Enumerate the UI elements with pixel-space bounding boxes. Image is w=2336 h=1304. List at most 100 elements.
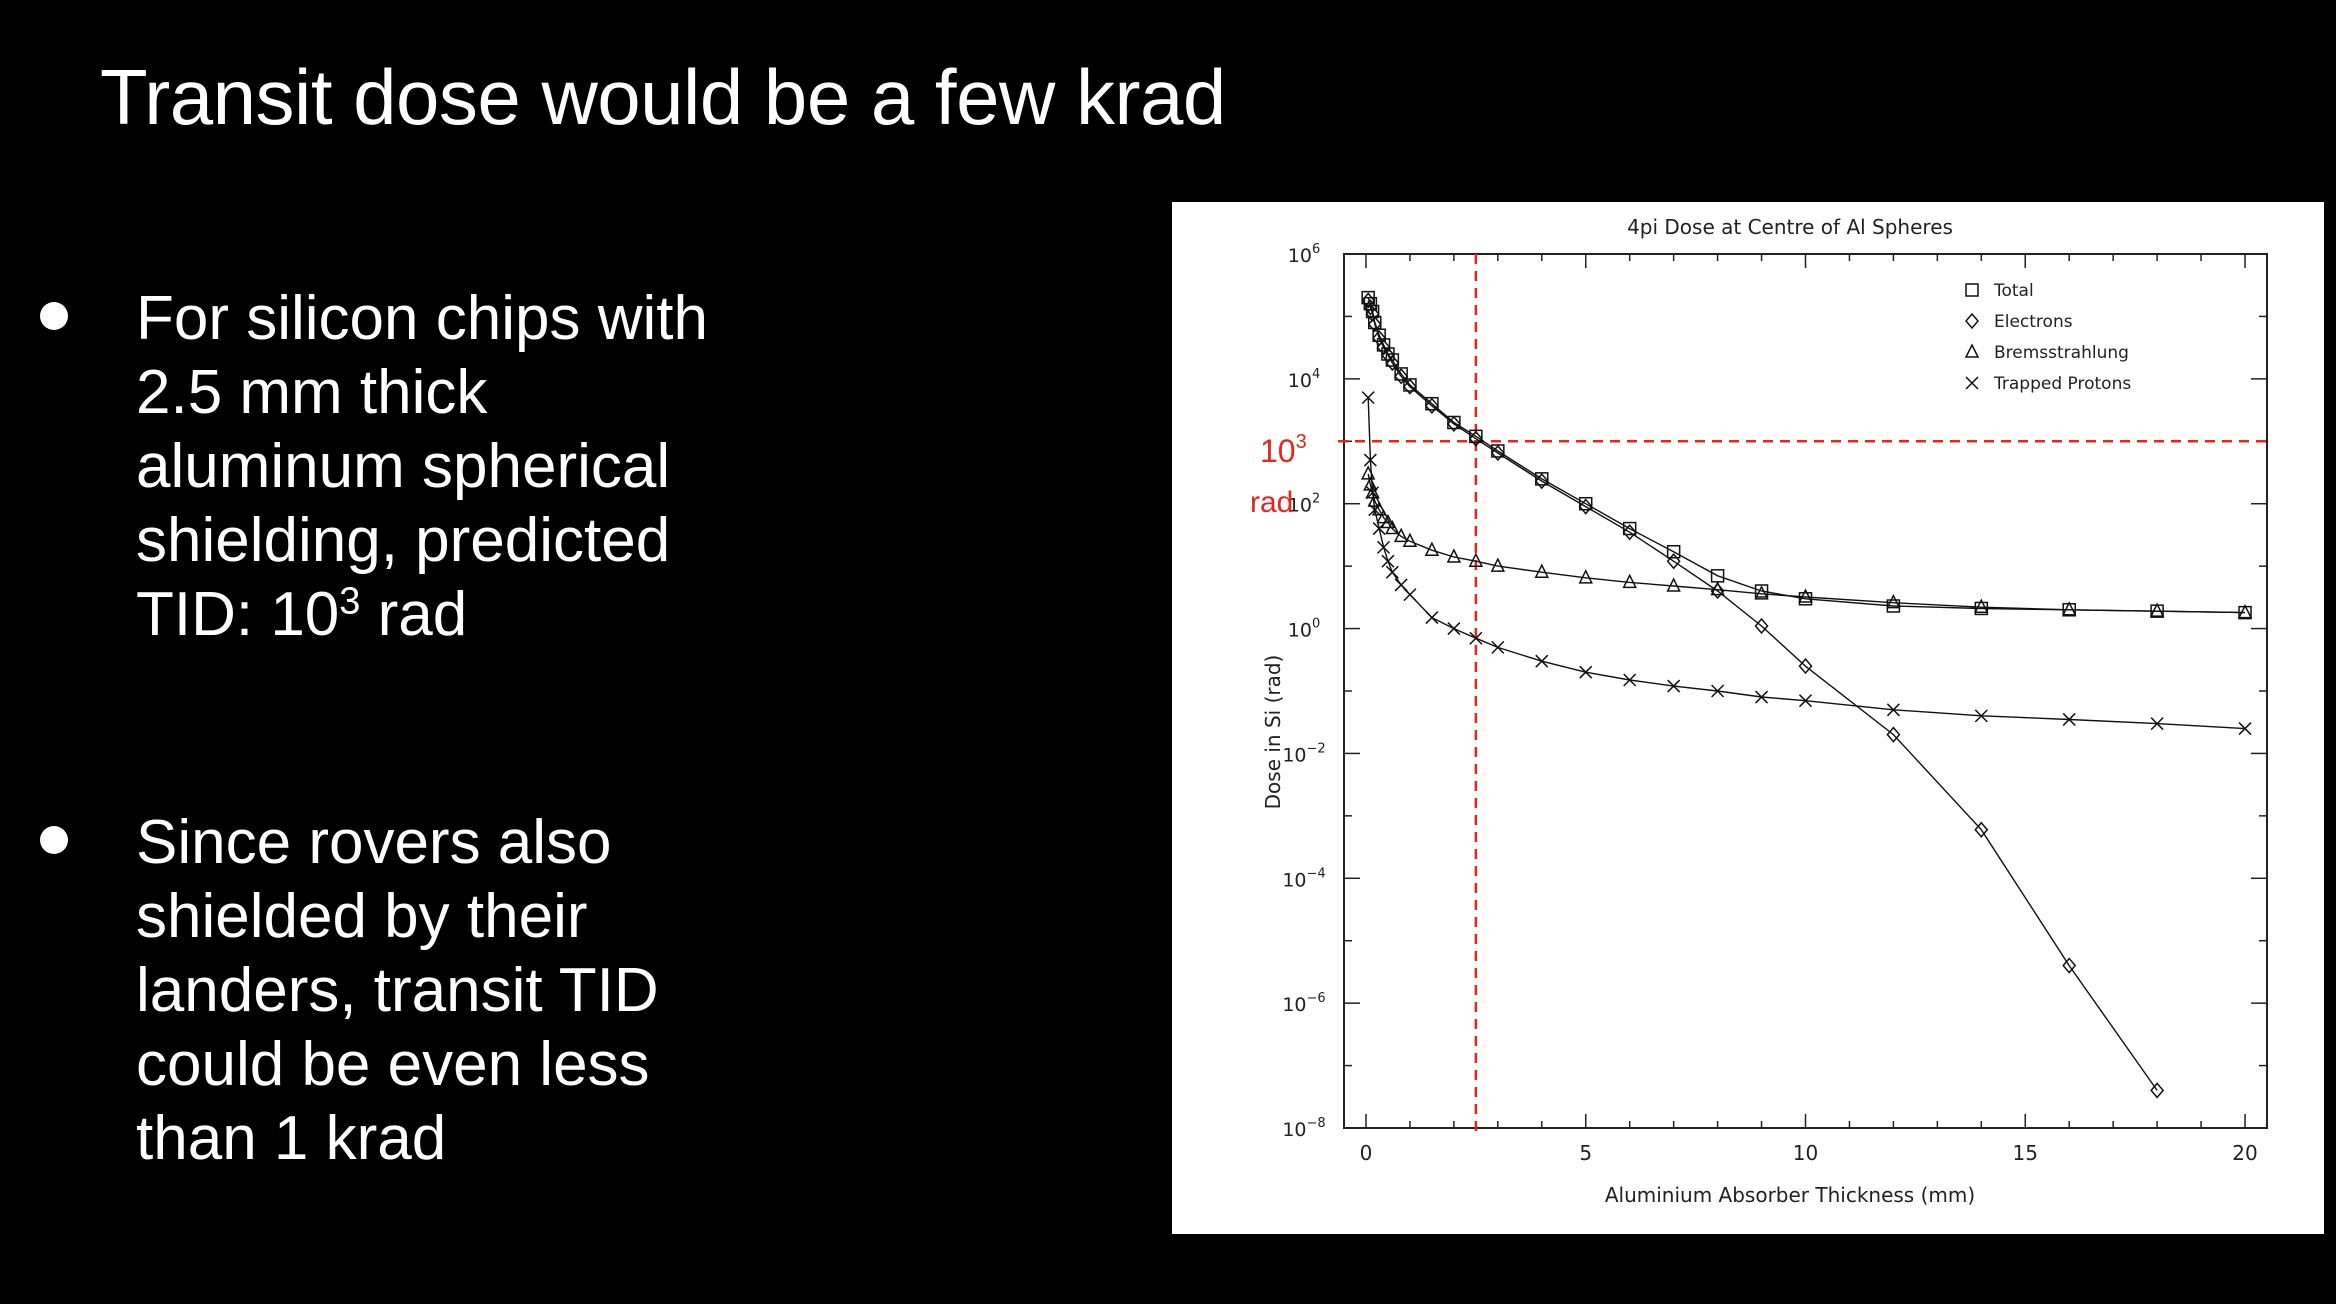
annotation-unit: rad — [1250, 486, 1293, 519]
y-tick-label: 100 — [1288, 617, 1320, 642]
bullet-line: Since rovers also — [136, 808, 612, 877]
data-point-bremsstrahlung — [1886, 593, 1901, 609]
data-point-trapped-protons — [1385, 565, 1399, 579]
bullet-dot-icon — [40, 826, 68, 854]
legend-marker — [1965, 283, 1979, 297]
data-point-bremsstrahlung — [1710, 580, 1725, 596]
data-point-total — [1798, 592, 1813, 606]
data-point-trapped-protons — [1755, 690, 1769, 704]
data-point-bremsstrahlung — [1393, 527, 1409, 543]
data-point-bremsstrahlung — [1402, 532, 1418, 548]
y-tick-label: 10−6 — [1282, 991, 1325, 1016]
series-trapped-protons — [1361, 391, 2252, 736]
data-point-trapped-protons — [2238, 722, 2252, 736]
data-point-electrons — [1468, 430, 1483, 447]
data-point-bremsstrahlung — [1490, 557, 1506, 572]
data-point-trapped-protons — [1381, 554, 1395, 568]
data-point-bremsstrahlung — [2149, 602, 2165, 617]
data-point-total — [1372, 328, 1386, 342]
data-point-bremsstrahlung — [1798, 588, 1813, 603]
x-tick-label: 20 — [2232, 1141, 2257, 1165]
y-tick-label: 10−8 — [1282, 1116, 1325, 1141]
legend-label: Bremsstrahlung — [1994, 343, 2129, 363]
data-point-trapped-protons — [1798, 694, 1813, 708]
data-point-trapped-protons — [1974, 709, 1988, 723]
data-point-electrons — [1385, 354, 1400, 372]
data-point-trapped-protons — [1363, 453, 1377, 467]
data-point-bremsstrahlung — [1424, 541, 1440, 556]
bullet-line: shielded by their — [136, 882, 588, 951]
data-point-trapped-protons — [1403, 588, 1417, 602]
legend-label: Total — [1993, 281, 2034, 301]
data-point-electrons — [1367, 316, 1382, 333]
data-point-trapped-protons — [1366, 486, 1380, 500]
data-point-electrons — [1361, 292, 1376, 309]
data-point-bremsstrahlung — [1380, 513, 1396, 529]
data-point-total — [1666, 545, 1681, 559]
data-point-trapped-protons — [1886, 703, 1900, 717]
annotation-exponent: 3 — [1296, 431, 1307, 453]
series-line-total — [1367, 297, 2246, 614]
data-point-total — [1974, 601, 1989, 616]
series-total — [1361, 290, 2252, 620]
exponent: 3 — [339, 580, 361, 623]
dose-chart: 0 5 10 15 20 106 104 102 100 10−2 10−4 10−6 10−8 Tot… — [1250, 215, 2268, 1207]
data-point-electrons — [1622, 524, 1637, 541]
data-point-trapped-protons — [1469, 631, 1483, 645]
series-line-electrons — [1367, 300, 2158, 1091]
y-tick-label: 104 — [1288, 367, 1320, 392]
x-tick-label: 10 — [1793, 1141, 1818, 1165]
data-point-trapped-protons — [2062, 712, 2076, 726]
y-tick-label: 10−4 — [1282, 866, 1325, 891]
data-point-trapped-protons — [1377, 540, 1391, 554]
bullet-line: could be even less — [136, 1030, 650, 1099]
data-point-trapped-protons — [2150, 717, 2164, 731]
y-axis-label: Dose in Si (rad) — [1261, 655, 1285, 810]
data-point-trapped-protons — [1425, 611, 1439, 625]
x-tick-label: 15 — [2013, 1141, 2038, 1165]
data-point-trapped-protons — [1368, 503, 1382, 517]
data-point-trapped-protons — [1361, 391, 1375, 405]
data-point-electrons — [1886, 726, 1901, 743]
annotation-value: 103 — [1260, 431, 1307, 469]
legend-label: Electrons — [1994, 312, 2073, 332]
data-point-electrons — [1710, 582, 1725, 600]
data-point-electrons — [1446, 415, 1461, 433]
chart-title: 4pi Dose at Centre of Al Spheres — [1627, 215, 1953, 239]
data-point-electrons — [2150, 1082, 2165, 1099]
data-point-trapped-protons — [1711, 684, 1725, 698]
bullet-line: than 1 krad — [136, 1104, 447, 1173]
legend-marker — [1965, 312, 1979, 330]
data-point-bremsstrahlung — [1376, 508, 1391, 524]
data-point-trapped-protons — [1667, 679, 1681, 693]
data-point-electrons — [2062, 957, 2077, 974]
data-point-bremsstrahlung — [2237, 603, 2253, 619]
annotation-base: 10 — [1260, 433, 1296, 469]
data-point-total — [1394, 367, 1408, 381]
x-tick-label: 0 — [1360, 1141, 1373, 1165]
data-point-bremsstrahlung — [1666, 577, 1681, 592]
legend-label: Trapped Protons — [1993, 374, 2131, 394]
data-point-bremsstrahlung — [2062, 601, 2077, 616]
bullet-line: landers, transit TID — [136, 956, 659, 1025]
bullet-text: Since rovers also shielded by their land… — [136, 806, 816, 1176]
data-point-total — [1365, 304, 1380, 319]
bullet-line-prefix: TID: 10 — [136, 580, 340, 649]
data-point-trapped-protons — [1535, 654, 1549, 668]
data-point-bremsstrahlung — [1622, 573, 1637, 589]
data-point-total — [1535, 472, 1549, 486]
legend-marker — [1964, 343, 1980, 358]
data-point-electrons — [1534, 472, 1549, 490]
bullet-line: aluminum spherical — [136, 432, 671, 501]
bullet-line: TID: 103 rad — [136, 578, 816, 652]
data-point-trapped-protons — [1623, 673, 1637, 687]
bullet-line-suffix: rad — [360, 580, 468, 649]
data-point-trapped-protons — [1491, 640, 1505, 654]
data-point-electrons — [1402, 378, 1417, 395]
data-point-trapped-protons — [1447, 622, 1461, 636]
data-point-trapped-protons — [1579, 665, 1593, 679]
data-point-bremsstrahlung — [1534, 563, 1549, 578]
x-tick-label: 5 — [1579, 1141, 1592, 1165]
x-axis-label: Aluminium Absorber Thickness (mm) — [1605, 1183, 1975, 1207]
data-point-bremsstrahlung — [1754, 585, 1769, 600]
